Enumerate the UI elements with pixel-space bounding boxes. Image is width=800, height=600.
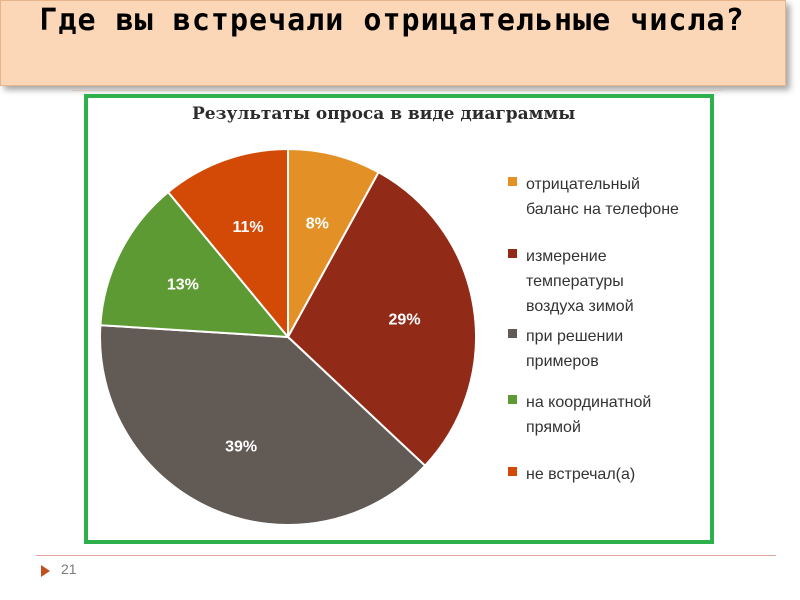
slide-title: Где вы встречали отрицательные числа? xyxy=(39,3,745,38)
legend-swatch-3 xyxy=(508,395,517,404)
legend-label-3: на координатной прямой xyxy=(526,394,652,436)
legend-swatch-1 xyxy=(508,249,517,258)
pie-value-label-0: 8% xyxy=(306,216,329,233)
legend-swatch-2 xyxy=(508,329,517,338)
legend-label-2: при решении примеров xyxy=(526,328,624,370)
pie-slice-3 xyxy=(99,190,291,339)
chart-title: Результаты опроса в виде диаграммы xyxy=(192,104,576,124)
title-band xyxy=(0,0,786,86)
pie-slice-0 xyxy=(287,147,380,338)
pie-value-label-1: 29% xyxy=(389,312,421,329)
pie-value-label-2: 39% xyxy=(225,438,257,455)
legend-label-4: не встречал(а) xyxy=(526,466,636,483)
pie-slice-4 xyxy=(166,147,289,340)
legend-label-1: измерение температуры воздуха зимой xyxy=(526,248,634,315)
footer-arrow-icon xyxy=(41,565,50,577)
legend-swatch-0 xyxy=(508,177,517,186)
legend-label-0: отрицательный баланс на телефоне xyxy=(526,176,679,218)
pie-slice-2 xyxy=(99,324,427,526)
pie-slice-1 xyxy=(286,170,477,468)
legend-swatch-4 xyxy=(508,467,517,476)
footer-rule xyxy=(36,555,776,556)
page-number: 21 xyxy=(61,561,77,577)
pie-value-label-3: 13% xyxy=(167,276,199,293)
top-rule xyxy=(72,90,722,91)
pie-value-label-4: 11% xyxy=(232,219,263,236)
